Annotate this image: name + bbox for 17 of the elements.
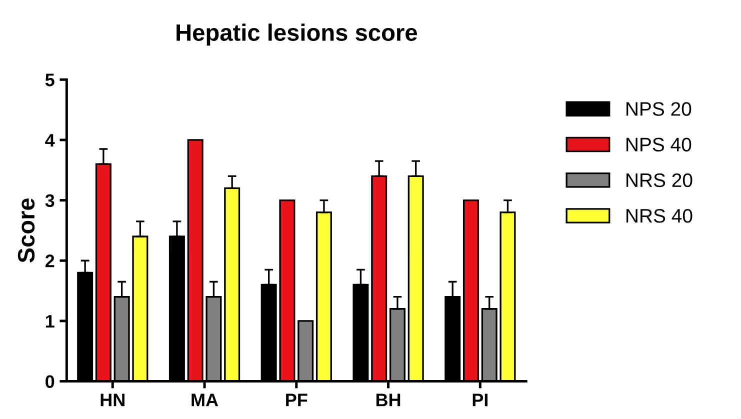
x-tick-label: MA <box>192 394 218 406</box>
legend-label: NRS 20 <box>626 173 692 188</box>
legend-label: NRS 40 <box>626 208 692 223</box>
x-tick-label: PI <box>472 394 488 406</box>
x-tick-label: BH <box>376 394 400 406</box>
x-tick-label: HN <box>100 394 124 406</box>
y-tick-label: 0 <box>46 375 54 388</box>
chart-title: Hepatic lesions score <box>176 24 417 46</box>
y-tick-label: 5 <box>45 74 54 86</box>
x-tick-label: PF <box>286 394 308 406</box>
y-tick-label: 3 <box>45 194 54 208</box>
legend-label: NPS 20 <box>626 102 692 116</box>
legend-label: NPS 40 <box>626 138 692 152</box>
y-tick-label: 4 <box>45 134 55 146</box>
y-tick-label: 1 <box>46 315 54 328</box>
y-tick-label: 2 <box>45 254 54 268</box>
y-axis-title: Score <box>18 198 35 263</box>
